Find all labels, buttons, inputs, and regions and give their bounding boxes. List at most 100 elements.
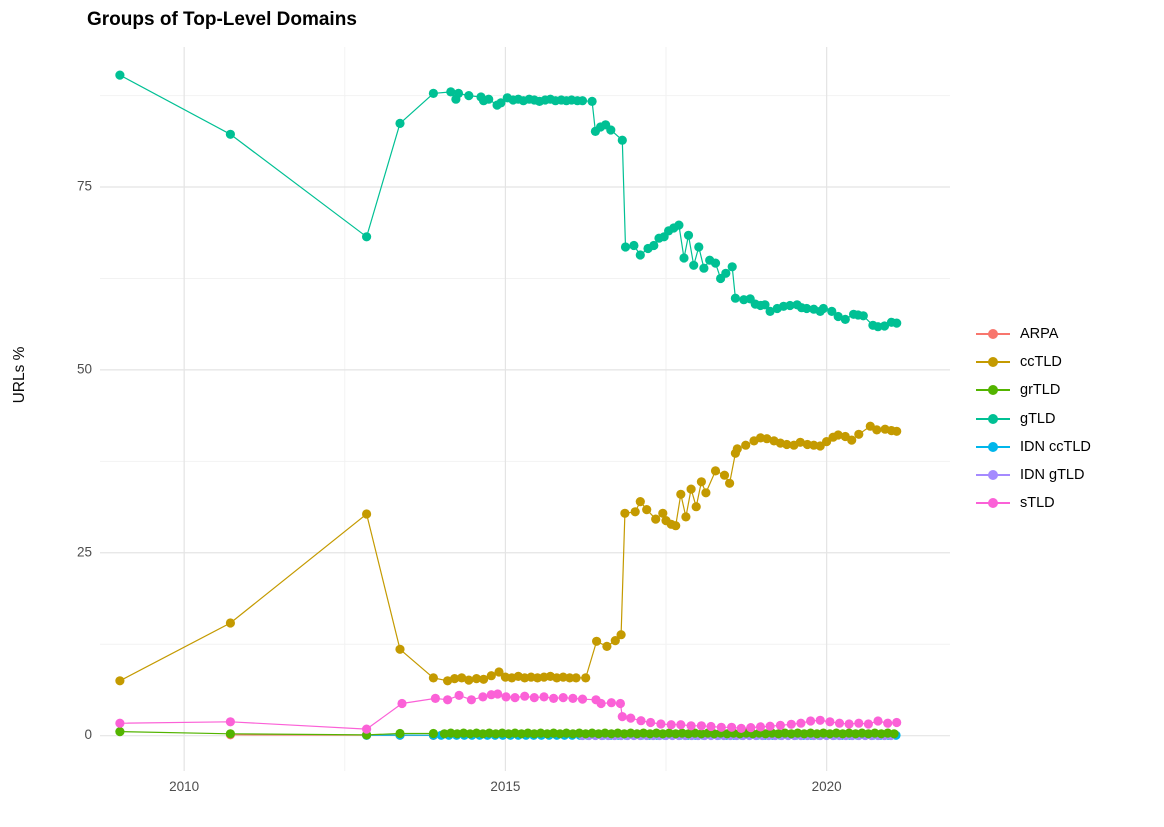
legend-key-dot bbox=[988, 498, 998, 509]
data-point-sTLD bbox=[706, 721, 716, 732]
data-point-grTLD bbox=[115, 727, 125, 737]
data-point-ccTLD bbox=[457, 673, 467, 683]
series-points bbox=[115, 70, 902, 741]
data-point-gTLD bbox=[395, 118, 405, 128]
legend-label: sTLD bbox=[1020, 495, 1055, 512]
series-line-gTLD bbox=[119, 74, 897, 328]
data-point-ccTLD bbox=[725, 478, 735, 488]
data-point-sTLD bbox=[493, 689, 503, 699]
data-point-ccTLD bbox=[602, 641, 612, 652]
data-point-sTLD bbox=[786, 719, 796, 729]
data-point-ccTLD bbox=[443, 676, 453, 686]
data-point-gTLD bbox=[879, 321, 890, 331]
data-point-ccTLD bbox=[571, 673, 581, 683]
data-point-gTLD bbox=[840, 314, 850, 324]
data-point-ccTLD bbox=[676, 489, 686, 499]
legend-label: IDN ccTLD bbox=[1020, 438, 1091, 455]
data-point-gTLD bbox=[577, 96, 588, 106]
data-point-ccTLD bbox=[362, 509, 372, 519]
data-point-ccTLD bbox=[762, 434, 772, 444]
legend-item-ccTLD: ccTLD bbox=[976, 348, 1091, 376]
data-point-ccTLD bbox=[701, 488, 711, 498]
data-point-sTLD bbox=[606, 698, 617, 708]
data-point-sTLD bbox=[549, 693, 559, 704]
series-line-ccTLD bbox=[119, 425, 897, 682]
data-point-ccTLD bbox=[616, 630, 626, 640]
gridlines-minor bbox=[100, 47, 950, 771]
data-point-sTLD bbox=[225, 717, 235, 727]
data-point-gTLD bbox=[721, 268, 731, 278]
data-point-sTLD bbox=[686, 721, 696, 731]
data-point-sTLD bbox=[454, 690, 464, 701]
legend-item-IDN-gTLD: IDN gTLD bbox=[976, 461, 1091, 489]
legend-label: ARPA bbox=[1020, 326, 1059, 343]
legend-key-dot bbox=[988, 470, 998, 481]
data-point-sTLD bbox=[727, 722, 737, 732]
data-point-gTLD bbox=[620, 242, 631, 252]
data-point-gTLD bbox=[674, 220, 684, 230]
legend-key-dot bbox=[988, 441, 998, 452]
legend-key-dot bbox=[988, 329, 998, 340]
data-point-ccTLD bbox=[225, 618, 235, 628]
data-point-sTLD bbox=[529, 693, 539, 703]
data-point-sTLD bbox=[115, 718, 125, 728]
data-point-sTLD bbox=[615, 698, 626, 709]
data-point-sTLD bbox=[834, 718, 845, 728]
data-point-gTLD bbox=[679, 253, 689, 263]
legend-key-dot bbox=[988, 413, 998, 424]
data-point-gTLD bbox=[699, 263, 709, 273]
data-point-sTLD bbox=[510, 693, 520, 703]
gridlines-major bbox=[100, 47, 950, 771]
data-point-sTLD bbox=[646, 717, 656, 728]
data-point-gTLD bbox=[683, 230, 694, 240]
legend-key-icon bbox=[976, 497, 1010, 509]
legend-key-dot bbox=[988, 357, 998, 368]
data-point-grTLD bbox=[889, 729, 899, 739]
data-point-ccTLD bbox=[719, 470, 730, 480]
data-point-gTLD bbox=[827, 306, 837, 316]
data-point-ccTLD bbox=[710, 466, 721, 476]
data-point-ccTLD bbox=[486, 671, 496, 681]
legend-label: IDN gTLD bbox=[1020, 467, 1085, 484]
data-point-gTLD bbox=[446, 87, 456, 97]
data-point-sTLD bbox=[883, 718, 893, 728]
data-point-ccTLD bbox=[565, 673, 575, 683]
data-point-ccTLD bbox=[854, 429, 864, 439]
data-point-sTLD bbox=[656, 719, 666, 729]
data-point-ccTLD bbox=[450, 674, 460, 684]
x-tick-label: 2015 bbox=[490, 779, 520, 794]
legend-key-icon bbox=[976, 356, 1010, 368]
data-point-sTLD bbox=[775, 720, 786, 731]
legend-key-icon bbox=[976, 469, 1010, 481]
data-point-gTLD bbox=[587, 96, 597, 106]
data-point-gTLD bbox=[694, 242, 704, 252]
data-point-ccTLD bbox=[741, 440, 751, 450]
data-point-sTLD bbox=[617, 712, 627, 722]
data-point-ccTLD bbox=[635, 497, 645, 507]
data-point-ccTLD bbox=[115, 676, 125, 686]
legend-key-icon bbox=[976, 384, 1010, 396]
legend-key-dot bbox=[988, 385, 998, 396]
data-point-ccTLD bbox=[428, 673, 438, 683]
legend-key-icon bbox=[976, 413, 1010, 425]
chart-title: Groups of Top-Level Domains bbox=[87, 9, 357, 30]
data-point-sTLD bbox=[736, 723, 746, 734]
data-point-ccTLD bbox=[471, 674, 482, 684]
y-tick-label: 0 bbox=[84, 727, 92, 742]
data-point-sTLD bbox=[466, 695, 476, 705]
data-point-gTLD bbox=[635, 250, 645, 260]
data-point-sTLD bbox=[362, 724, 372, 734]
data-point-sTLD bbox=[806, 716, 816, 726]
data-point-sTLD bbox=[755, 722, 766, 732]
data-point-grTLD bbox=[225, 729, 235, 739]
data-point-sTLD bbox=[636, 716, 646, 726]
data-point-ccTLD bbox=[732, 444, 742, 454]
data-point-sTLD bbox=[520, 691, 530, 701]
y-tick-label: 25 bbox=[77, 544, 92, 559]
data-point-gTLD bbox=[727, 262, 737, 272]
data-point-grTLD bbox=[428, 728, 438, 739]
data-point-sTLD bbox=[815, 715, 825, 725]
data-point-sTLD bbox=[863, 719, 874, 729]
